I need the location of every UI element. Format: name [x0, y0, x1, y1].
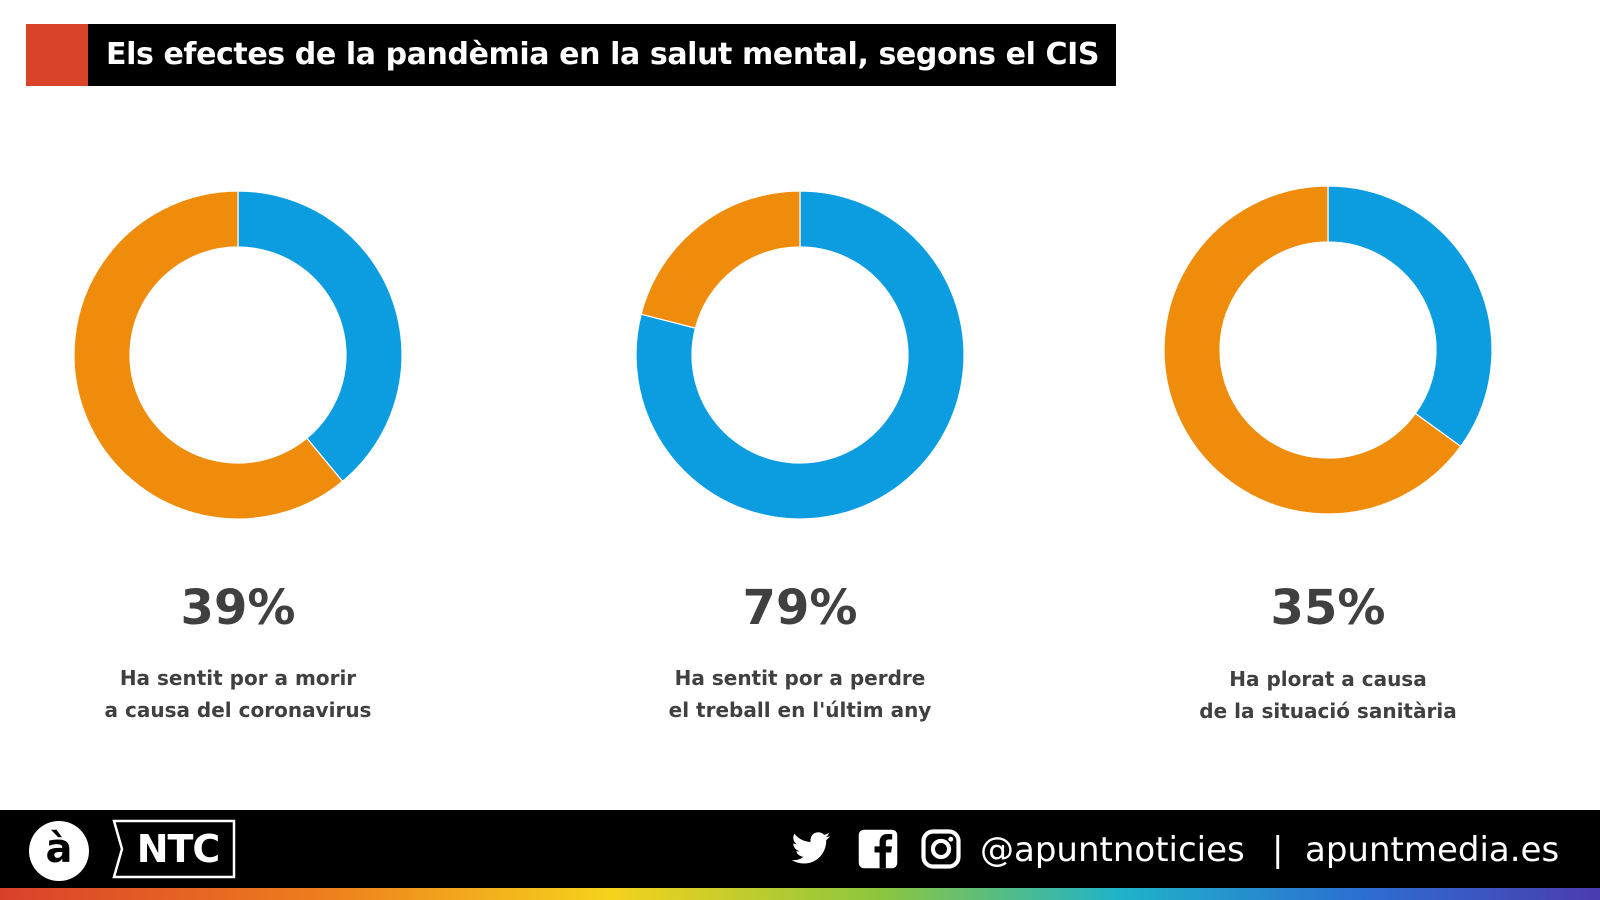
caption-line: de la situació sanitària [1199, 699, 1457, 723]
caption-line: Ha plorat a causa [1229, 667, 1427, 691]
donut-caption: Ha sentit por a morir a causa del corona… [28, 662, 448, 726]
footer-bar: à NTC @apuntnoticies | apuntmedia.es [0, 810, 1600, 900]
donut-chart [635, 190, 965, 520]
ntc-logo-frame [112, 819, 236, 879]
caption-line: a causa del coronavirus [104, 698, 372, 722]
donut-slice-highlight [635, 190, 965, 520]
title-accent [26, 24, 88, 86]
title-bar: Els efectes de la pandèmia en la salut m… [26, 24, 1116, 86]
facebook-icon[interactable] [857, 828, 899, 870]
donut-value-label: 39% [180, 580, 296, 636]
caption-line: Ha sentit por a perdre [674, 666, 926, 690]
donut-value-label: 79% [742, 580, 858, 636]
footer-separator: | [1272, 830, 1284, 870]
rainbow-strip [0, 888, 1600, 900]
donut-caption: Ha sentit por a perdre el treball en l'ú… [590, 662, 1010, 726]
caption-line: el treball en l'últim any [668, 698, 932, 722]
donut-panel-1: 39% Ha sentit por a morir a causa del co… [28, 190, 448, 750]
donut-slice-highlight [1327, 185, 1493, 448]
instagram-icon[interactable] [920, 828, 962, 870]
twitter-icon[interactable] [790, 828, 832, 870]
donut-chart [1163, 185, 1493, 515]
social-handle[interactable]: @apuntnoticies [980, 830, 1245, 870]
donut-slice-rest [1163, 185, 1462, 515]
donut-caption: Ha plorat a causa de la situació sanitàr… [1118, 663, 1538, 727]
ntc-logo-text: NTC [136, 827, 221, 871]
donut-value-label: 35% [1270, 580, 1386, 636]
page-title: Els efectes de la pandèmia en la salut m… [106, 37, 1100, 72]
donut-slice-rest [73, 190, 344, 520]
website-link[interactable]: apuntmedia.es [1305, 830, 1560, 870]
donut-slice-rest [640, 190, 801, 329]
donut-chart [73, 190, 403, 520]
donut-panel-2: 79% Ha sentit por a perdre el treball en… [590, 190, 1010, 750]
donut-panel-3: 35% Ha plorat a causa de la situació san… [1118, 185, 1538, 745]
apunt-logo[interactable]: à [29, 821, 89, 881]
caption-line: Ha sentit por a morir [119, 666, 357, 690]
donut-slice-highlight [237, 190, 403, 483]
